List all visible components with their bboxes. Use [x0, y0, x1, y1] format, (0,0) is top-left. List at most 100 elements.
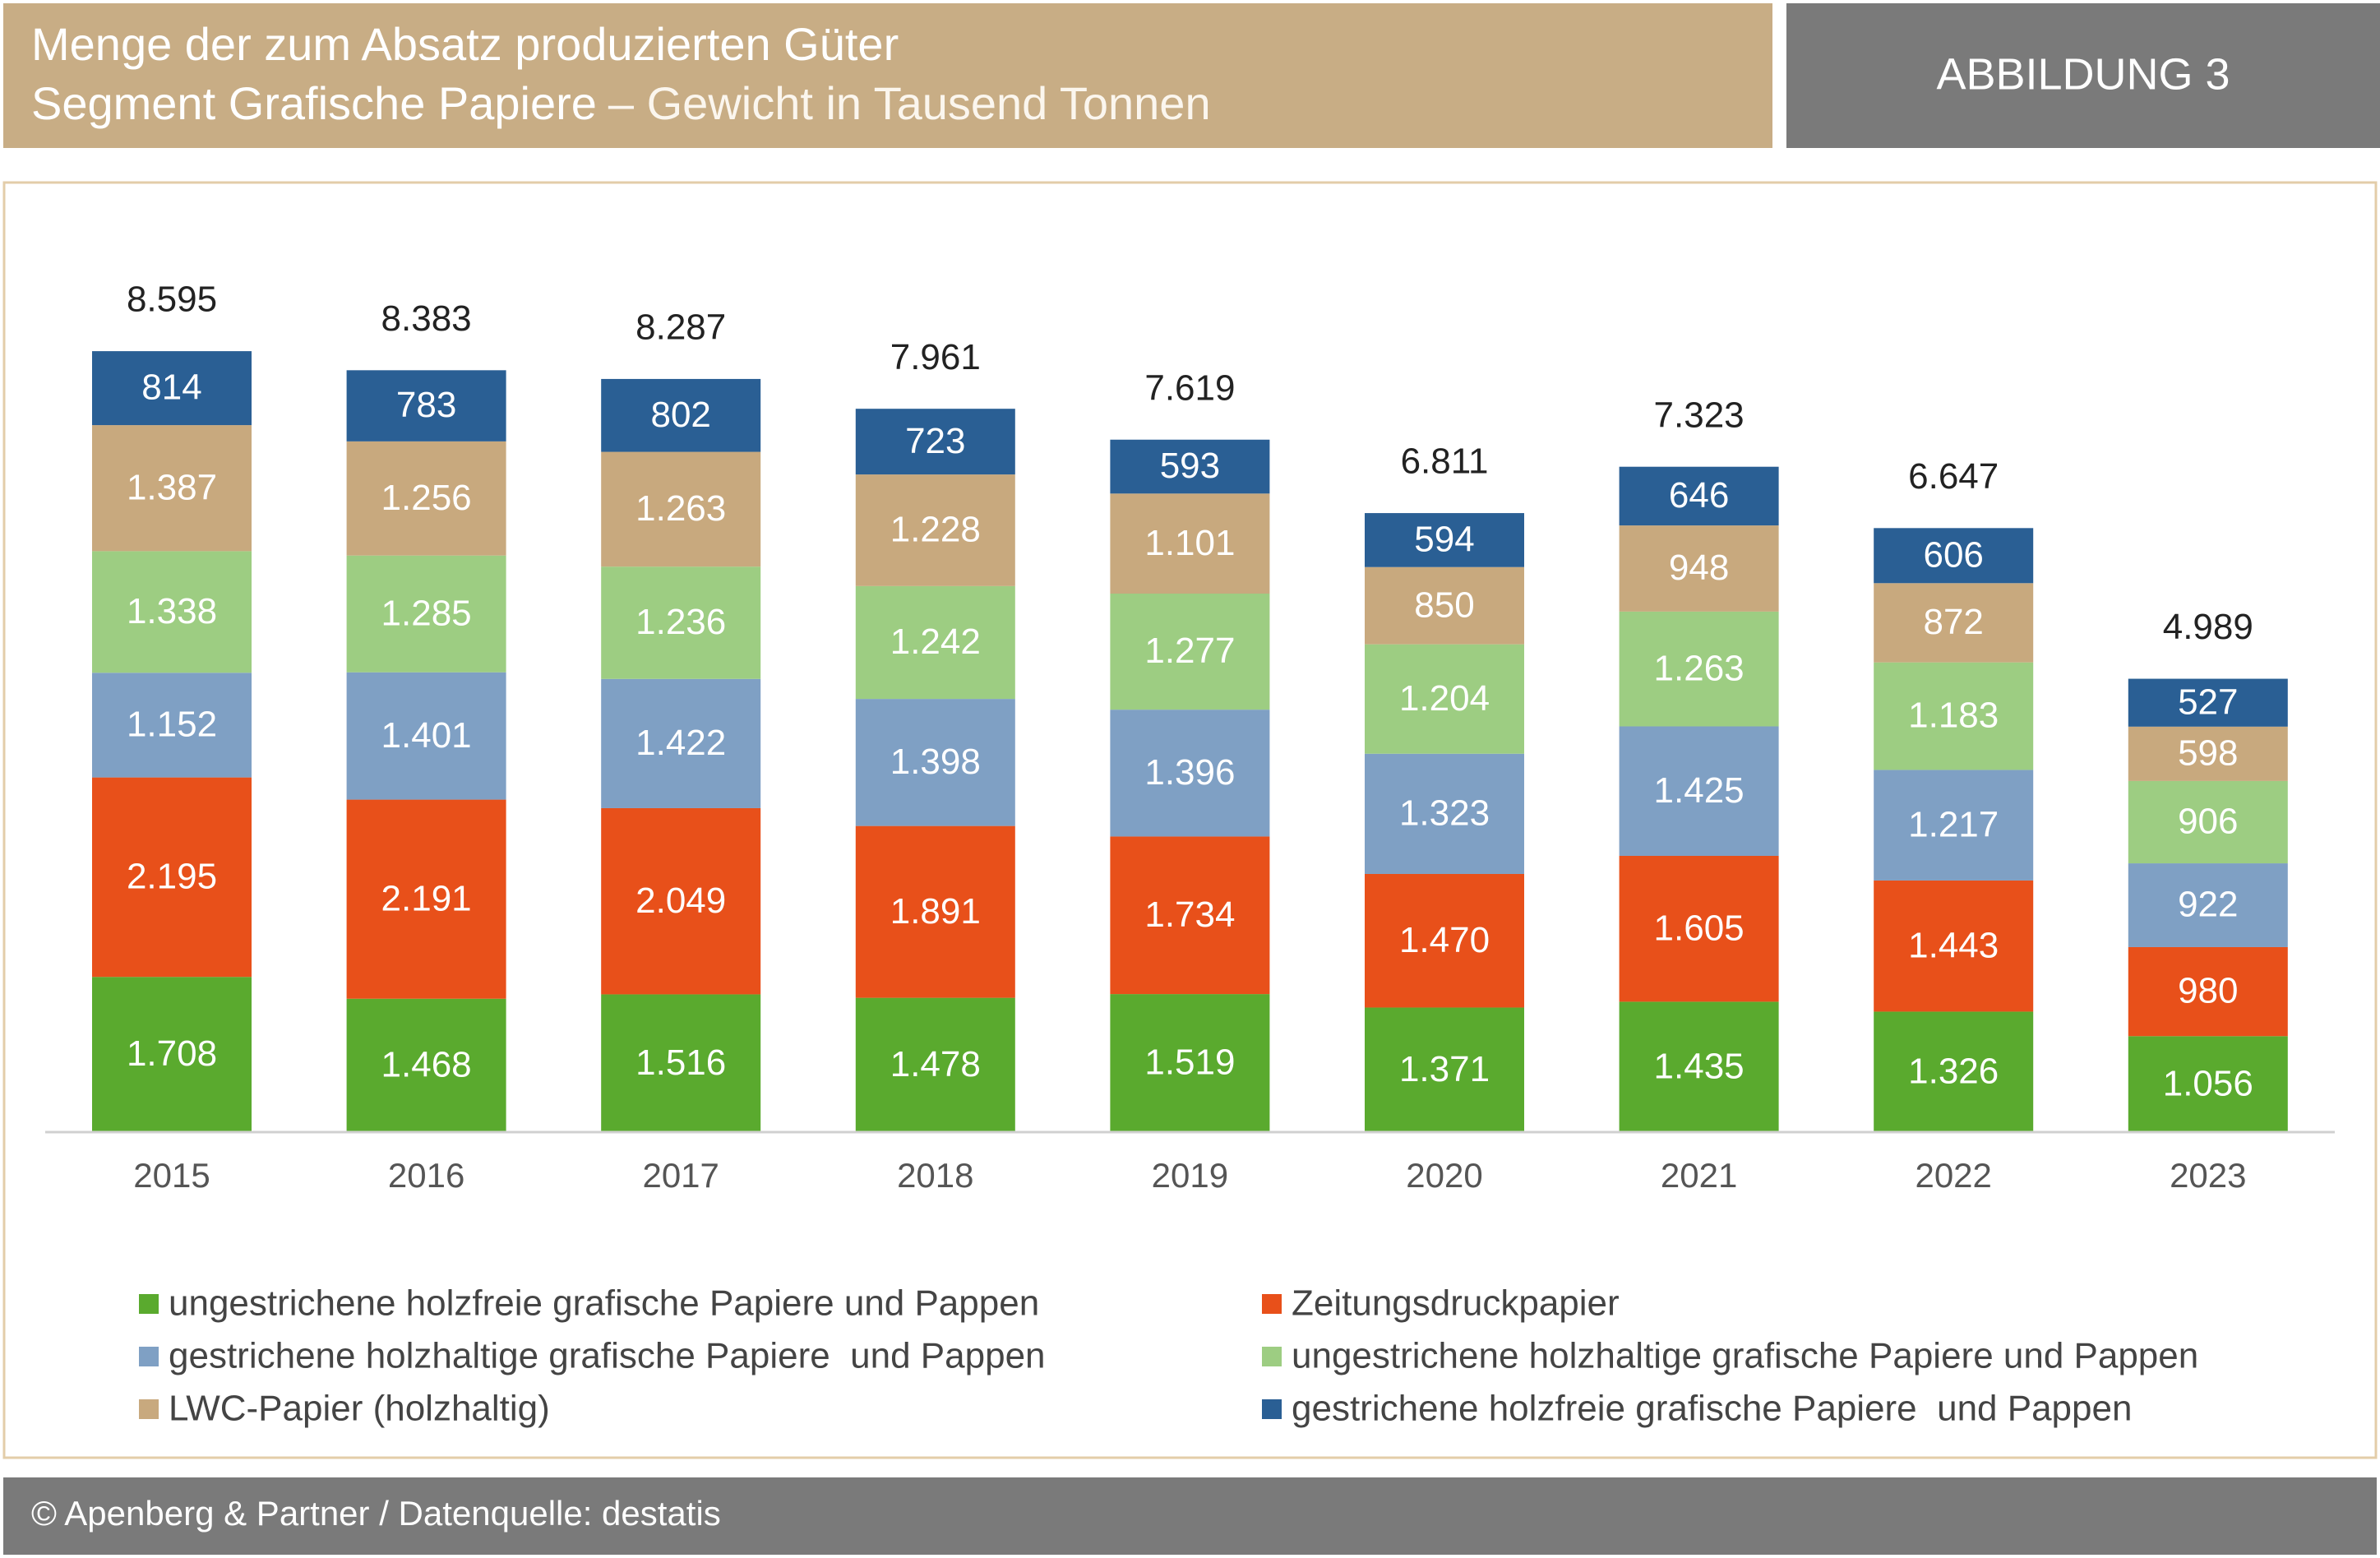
x-tick-label: 2017 [642, 1156, 719, 1195]
value-label: 1.470 [1399, 920, 1490, 960]
bar-segment [346, 672, 506, 800]
value-label: 1.443 [1908, 925, 1999, 965]
value-label: 922 [2178, 885, 2238, 925]
value-label: 593 [1160, 446, 1220, 486]
value-label: 1.056 [2163, 1063, 2253, 1103]
total-label: 7.961 [890, 337, 981, 377]
bar-segment [855, 699, 1015, 826]
bar-segment [92, 977, 252, 1132]
bar-segment [346, 555, 506, 673]
chart-title: Menge der zum Absatz produzierten Güter [31, 18, 899, 70]
value-label: 1.217 [1908, 804, 1999, 844]
chart-subtitle: Segment Grafische Papiere – Gewicht in Ta… [31, 77, 1211, 129]
bar-segment [855, 997, 1015, 1132]
bar-segment [2128, 946, 2288, 1037]
bar-segment [1619, 525, 1779, 612]
bar-segment [346, 370, 506, 442]
value-label: 1.891 [890, 891, 981, 932]
value-label: 1.101 [1144, 523, 1235, 563]
value-label: 814 [141, 368, 201, 408]
bar-segment [601, 566, 761, 679]
legend-label: Zeitungsdruckpapier [1292, 1283, 1620, 1324]
value-label: 906 [2178, 802, 2238, 842]
legend-label: ungestrichene holzhaltige grafische Papi… [1292, 1336, 2198, 1376]
legend-swatch [139, 1399, 159, 1419]
bar-segment [92, 351, 252, 426]
bar-segment [2128, 780, 2288, 864]
bar-segment [1874, 583, 2034, 663]
value-label: 723 [905, 421, 965, 461]
value-label: 1.401 [381, 715, 472, 756]
bar-segment [1619, 611, 1779, 727]
x-tick-label: 2019 [1152, 1156, 1228, 1195]
bar-segment [1365, 644, 1524, 754]
bar-segment [601, 807, 761, 995]
value-label: 1.396 [1144, 752, 1235, 793]
header-box [3, 3, 1772, 148]
bar-segment [855, 409, 1015, 475]
bar-segment [1365, 513, 1524, 567]
bar-segment [601, 378, 761, 452]
bar-segment [346, 441, 506, 556]
bar-segment [2128, 863, 2288, 947]
bar-segment [1365, 1007, 1524, 1132]
bar-segment [1619, 855, 1779, 1002]
bar-segment [92, 425, 252, 552]
bar-segment [2128, 678, 2288, 727]
bar-segment [601, 994, 761, 1132]
value-label: 1.242 [890, 622, 981, 662]
x-tick-label: 2018 [897, 1156, 973, 1195]
bar-segment [1874, 1011, 2034, 1132]
bar-segment [2128, 1036, 2288, 1132]
value-label: 980 [2178, 971, 2238, 1011]
value-label: 2.195 [127, 857, 217, 897]
total-label: 8.595 [127, 280, 217, 320]
footer-box [3, 1477, 2377, 1555]
value-label: 783 [396, 385, 456, 425]
legend-swatch [139, 1294, 159, 1314]
legend-swatch [1262, 1399, 1282, 1419]
bar-segment [1110, 439, 1270, 494]
bar-segment [1874, 880, 2034, 1012]
bar-segment [855, 585, 1015, 700]
value-label: 606 [1923, 534, 1983, 575]
value-label: 1.478 [890, 1044, 981, 1084]
legend-label: LWC-Papier (holzhaltig) [169, 1389, 550, 1429]
value-label: 1.519 [1144, 1043, 1235, 1083]
value-label: 1.236 [635, 602, 726, 642]
value-label: 1.204 [1399, 678, 1490, 719]
value-label: 1.326 [1908, 1051, 1999, 1091]
value-label: 2.191 [381, 878, 472, 918]
value-label: 1.398 [890, 742, 981, 782]
bar-segment [2128, 726, 2288, 781]
value-label: 1.183 [1908, 696, 1999, 736]
bar-segment [92, 777, 252, 978]
value-label: 1.277 [1144, 631, 1235, 671]
value-label: 1.323 [1399, 793, 1490, 833]
x-tick-label: 2021 [1661, 1156, 1737, 1195]
source: © Apenberg & Partner / Datenquelle: dest… [31, 1494, 721, 1533]
value-label: 1.734 [1144, 895, 1235, 935]
bar-segment [855, 474, 1015, 586]
bar-segment [855, 825, 1015, 998]
figure-box [1786, 3, 2380, 148]
value-label: 1.708 [127, 1033, 217, 1074]
bar-segment [1110, 994, 1270, 1132]
value-label: 872 [1923, 602, 1983, 642]
legend-swatch [139, 1347, 159, 1366]
value-label: 850 [1414, 585, 1474, 625]
value-label: 1.228 [890, 510, 981, 550]
chart-frame [2, 181, 2378, 1459]
x-tick-label: 2016 [388, 1156, 464, 1195]
bar-segment [1110, 710, 1270, 837]
bar-segment [1110, 836, 1270, 995]
x-tick-label: 2020 [1406, 1156, 1482, 1195]
value-label: 1.605 [1654, 908, 1745, 948]
total-label: 7.619 [1144, 368, 1235, 408]
value-label: 1.371 [1399, 1049, 1490, 1089]
total-label: 7.323 [1654, 395, 1745, 435]
value-label: 1.468 [381, 1044, 472, 1084]
value-label: 598 [2178, 733, 2238, 773]
total-label: 6.811 [1401, 442, 1489, 482]
x-tick-label: 2023 [2170, 1156, 2246, 1195]
